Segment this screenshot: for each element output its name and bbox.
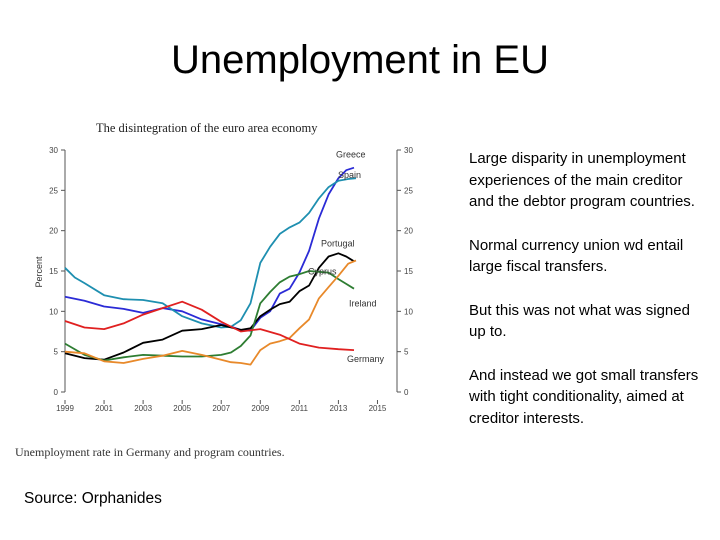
y-tick-right-label: 15	[404, 267, 413, 276]
x-tick-label: 2005	[173, 404, 191, 413]
y-tick-right-label: 10	[404, 307, 413, 316]
y-tick-right-label: 0	[404, 388, 409, 397]
chart-caption: Unemployment rate in Germany and program…	[15, 445, 285, 459]
y-axis-label: Percent	[34, 256, 44, 288]
y-tick-left-label: 25	[49, 186, 58, 195]
series-label-portugal: Portugal	[321, 238, 355, 248]
y-tick-left-label: 5	[54, 348, 59, 357]
x-tick-label: 1999	[56, 404, 74, 413]
series-line-greece	[64, 166, 355, 332]
x-tick-label: 2007	[212, 404, 230, 413]
x-tick-label: 2011	[291, 404, 309, 413]
y-tick-right-label: 25	[404, 186, 413, 195]
x-tick-label: 2015	[369, 404, 387, 413]
side-text: Large disparity in unemployment experien…	[469, 148, 709, 451]
series-line-germany	[64, 300, 355, 351]
y-tick-right-label: 5	[404, 348, 409, 357]
y-tick-left-label: 30	[49, 146, 58, 155]
y-tick-right-label: 30	[404, 146, 413, 155]
y-tick-left-label: 0	[54, 388, 59, 397]
series-line-ireland	[64, 270, 355, 362]
series-label-greece: Greece	[336, 150, 366, 160]
chart-title: The disintegration of the euro area econ…	[96, 121, 318, 135]
x-tick-label: 2001	[95, 404, 113, 413]
series-label-spain: Spain	[338, 170, 361, 180]
chart: The disintegration of the euro area econ…	[10, 112, 450, 462]
series-line-cyprus	[64, 259, 357, 366]
y-tick-left-label: 10	[49, 307, 58, 316]
paragraph-conditionality: And instead we got small transfers with …	[469, 366, 699, 427]
x-tick-label: 2003	[134, 404, 152, 413]
series-line-spain	[64, 177, 357, 329]
chart-svg: The disintegration of the euro area econ…	[15, 121, 413, 459]
y-tick-left-label: 20	[49, 227, 58, 236]
series-label-ireland: Ireland	[349, 299, 377, 309]
source-note: Source: Orphanides	[24, 490, 162, 507]
series-label-germany: Germany	[347, 354, 385, 364]
x-tick-label: 2013	[330, 404, 348, 413]
x-tick-label: 2009	[251, 404, 269, 413]
paragraph-fiscal-transfers: Normal currency union wd entail large fi…	[469, 236, 684, 276]
paragraph-disparity: Large disparity in unemployment experien…	[469, 150, 695, 210]
y-tick-right-label: 20	[404, 227, 413, 236]
paragraph-not-signed-up: But this was not what was signed up to.	[469, 301, 690, 341]
slide-title: Unemployment in EU	[171, 38, 549, 82]
y-tick-left-label: 15	[49, 267, 58, 276]
series-label-cyprus: Cyprus	[308, 267, 337, 277]
